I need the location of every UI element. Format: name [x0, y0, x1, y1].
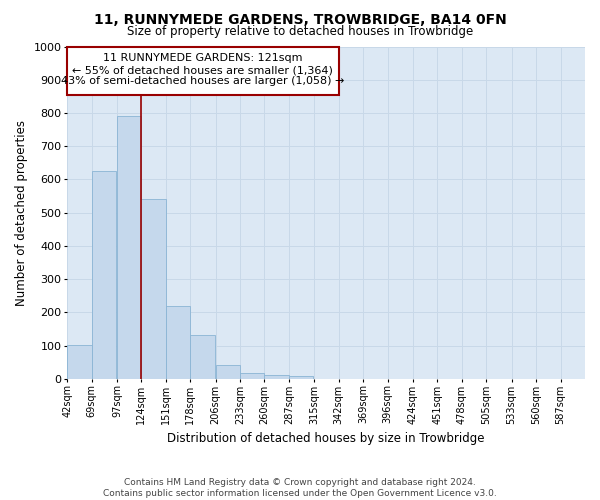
X-axis label: Distribution of detached houses by size in Trowbridge: Distribution of detached houses by size …: [167, 432, 485, 445]
Bar: [240, 374, 265, 378]
Y-axis label: Number of detached properties: Number of detached properties: [15, 120, 28, 306]
Text: 11 RUNNYMEDE GARDENS: 121sqm: 11 RUNNYMEDE GARDENS: 121sqm: [103, 53, 302, 63]
Bar: [190, 334, 215, 378]
Text: Contains HM Land Registry data © Crown copyright and database right 2024.
Contai: Contains HM Land Registry data © Crown c…: [103, 478, 497, 498]
Bar: [215, 365, 240, 378]
Bar: [92, 171, 116, 378]
Bar: [289, 376, 313, 378]
Bar: [166, 306, 190, 378]
Text: 43% of semi-detached houses are larger (1,058) →: 43% of semi-detached houses are larger (…: [61, 76, 344, 86]
Bar: [67, 345, 92, 378]
Bar: [265, 376, 289, 378]
Text: Size of property relative to detached houses in Trowbridge: Size of property relative to detached ho…: [127, 25, 473, 38]
Bar: [117, 116, 142, 378]
Text: ← 55% of detached houses are smaller (1,364): ← 55% of detached houses are smaller (1,…: [73, 66, 334, 76]
Bar: [142, 200, 166, 378]
Text: 11, RUNNYMEDE GARDENS, TROWBRIDGE, BA14 0FN: 11, RUNNYMEDE GARDENS, TROWBRIDGE, BA14 …: [94, 12, 506, 26]
FancyBboxPatch shape: [67, 47, 339, 96]
